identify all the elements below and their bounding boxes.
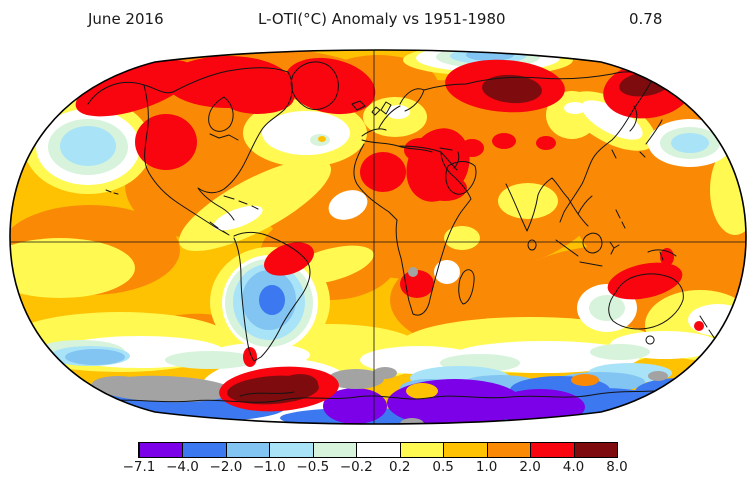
map-date-label: June 2016 xyxy=(88,10,164,28)
coastlines xyxy=(87,61,716,403)
colorbar-segment xyxy=(486,443,531,457)
no-data-areas xyxy=(92,50,668,403)
neutral-blob-north-atlantic xyxy=(262,111,350,155)
colorbar-tick-label: −0.5 xyxy=(296,459,330,475)
colorbar-tick-label: 8.0 xyxy=(606,459,628,475)
colorbar-tick-label: 4.0 xyxy=(562,459,585,475)
colorbar-tick-label: 1.0 xyxy=(475,459,498,475)
colorbar-segment xyxy=(573,443,617,457)
colorbar-tick-label: 0.2 xyxy=(388,459,411,475)
colorbar-segment xyxy=(269,443,313,457)
colorbar-segment xyxy=(312,443,357,457)
graticule xyxy=(10,50,746,424)
colorbar xyxy=(138,442,618,458)
hot-blob-western-us xyxy=(135,114,197,170)
colorbar-segment xyxy=(399,443,444,457)
cold-blob-argentina xyxy=(259,285,285,315)
figure-title: L-OTI(°C) Anomaly vs 1951-1980 xyxy=(258,10,506,28)
accent-spots xyxy=(318,136,599,424)
cool-blob-northeast-pacific xyxy=(60,126,116,166)
colorbar-segment xyxy=(139,443,183,457)
map-outline xyxy=(9,49,747,425)
hot-blob-southern-africa xyxy=(400,270,434,298)
cool-blob-west-of-australia xyxy=(589,295,625,321)
colorbar-tick-label: −0.2 xyxy=(339,459,373,475)
colorbar-segment xyxy=(225,443,270,457)
hottest-anomaly-blobs xyxy=(227,71,671,405)
colorbar-tick-label: 0.5 xyxy=(432,459,454,475)
colorbar-tick-label: −7.1 xyxy=(122,459,156,475)
colorbar-tick-label: −4.0 xyxy=(166,459,199,475)
hottest-blob-west-siberia xyxy=(482,74,542,104)
cool-blob-northwest-pacific xyxy=(671,133,709,153)
colorbar-segment xyxy=(356,443,400,457)
colorbar-segment xyxy=(443,443,487,457)
hot-blob-greenland xyxy=(284,57,376,115)
colorbar-tick-label: −2.0 xyxy=(209,459,243,475)
hot-blob-north-australia xyxy=(607,262,683,300)
colorbar-ticks: −7.1 −4.0 −2.0 −1.0 −0.5 −0.2 0.2 0.5 1.0 2.0 4.0 8… xyxy=(123,459,628,477)
hot-blob-brazil xyxy=(264,242,314,276)
colorbar-tick-label: 2.0 xyxy=(519,459,541,475)
colorbar-segment xyxy=(530,443,574,457)
colorbar-segment xyxy=(182,443,226,457)
global-mean-anomaly-value: 0.78 xyxy=(629,10,663,28)
colorbar-tick-label: −1.0 xyxy=(252,459,286,475)
